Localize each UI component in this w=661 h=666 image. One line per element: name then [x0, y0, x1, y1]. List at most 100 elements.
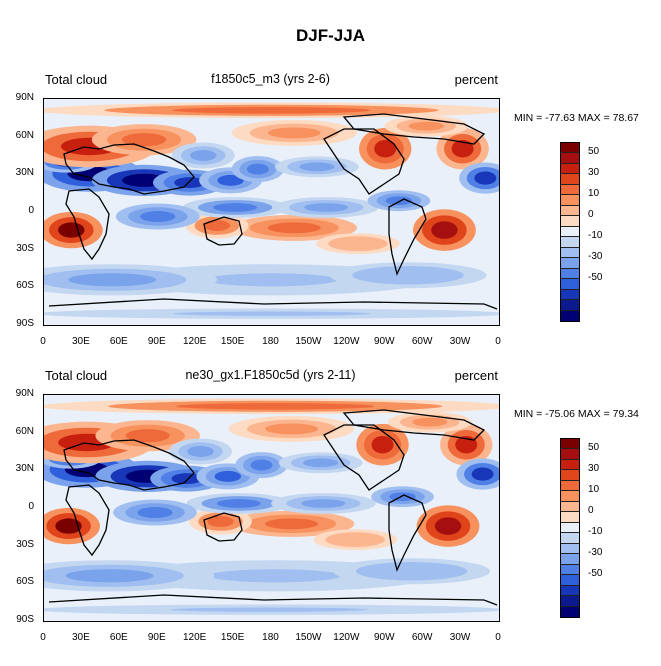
colorbar-segment — [561, 153, 579, 164]
colorbar-segment — [561, 533, 579, 544]
variable-label: Total cloud — [45, 368, 108, 383]
colorbar-tick-label: 50 — [588, 146, 600, 158]
y-tick-label: 90S — [16, 318, 34, 329]
cloud-anomaly-contour — [434, 517, 462, 535]
cloud-anomaly-contour — [65, 569, 154, 583]
coastline — [323, 424, 405, 491]
x-tick-label: 120W — [333, 632, 360, 643]
cloud-anomaly-contour — [172, 311, 371, 316]
colorbar-tick-label: -30 — [588, 547, 603, 559]
colorbar-tick-label: -10 — [588, 230, 603, 242]
colorbar — [560, 438, 580, 618]
colorbar-segment — [561, 459, 579, 471]
colorbar-tick-label: -30 — [588, 251, 603, 263]
x-tick-label: 120E — [182, 632, 207, 643]
y-tick-label: 90S — [16, 614, 34, 625]
map-plot — [43, 394, 500, 622]
coastline — [203, 216, 243, 246]
coastline — [388, 494, 427, 572]
cloud-anomaly-contour — [209, 569, 342, 583]
colorbar-segment — [561, 258, 579, 269]
coastline — [65, 484, 110, 557]
cloud-anomaly-contour — [267, 222, 321, 234]
y-tick-label: 60N — [15, 425, 34, 437]
x-tick-label: 90E — [147, 336, 166, 347]
x-tick-label: 120W — [333, 336, 360, 347]
colorbar-segment — [561, 237, 579, 248]
cloud-anomaly-contour — [140, 211, 176, 222]
colorbar-segment — [561, 205, 579, 217]
x-tick-label: 60W — [411, 336, 433, 347]
cloud-anomaly-contour — [214, 470, 242, 482]
colorbar-segment — [561, 470, 579, 481]
cloud-anomaly-contour — [385, 196, 413, 206]
colorbar-tick-label: -10 — [588, 526, 603, 538]
cloud-anomaly-contour — [299, 162, 335, 172]
cloud-anomaly-contour — [169, 607, 368, 612]
cloud-anomaly-contour — [267, 127, 321, 139]
cloud-anomaly-contour — [213, 203, 258, 212]
colorbar-segment — [561, 163, 579, 175]
colorbar-segment — [561, 247, 579, 259]
x-tick-label: 150W — [295, 632, 322, 643]
x-tick-label: 30W — [449, 336, 471, 347]
colorbar-segment — [561, 184, 579, 196]
cloud-anomaly-contour — [176, 403, 375, 410]
cloud-anomaly-contour — [125, 429, 170, 443]
x-tick-label: 150E — [220, 632, 245, 643]
cloud-anomaly-contour — [378, 565, 445, 577]
colorbar-tick-label: 10 — [588, 484, 600, 496]
x-tick-label: 0 — [40, 336, 46, 347]
case-label: ne30_gx1.F1850c5d (yrs 2-11) — [185, 368, 356, 382]
cloud-anomaly-contour — [337, 535, 373, 545]
variable-label: Total cloud — [45, 72, 108, 87]
colorbar-segment — [561, 310, 579, 321]
cloud-anomaly-contour — [171, 473, 203, 485]
x-tick-label: 120E — [182, 336, 207, 347]
colorbar-segment — [561, 543, 579, 555]
min-max-label: MIN = -75.06 MAX = 79.34 — [514, 408, 639, 420]
cloud-anomaly-contour — [205, 273, 338, 287]
coastline — [388, 198, 427, 276]
colorbar-segment — [561, 439, 579, 450]
cloud-anomaly-contour — [172, 107, 371, 114]
case-label: f1850c5_m3 (yrs 2-6) — [211, 72, 330, 86]
coastline — [323, 128, 405, 195]
colorbar-tick-label: 10 — [588, 188, 600, 200]
colorbar-tick-label: -50 — [588, 272, 603, 284]
cloud-anomaly-contour — [474, 171, 497, 185]
cloud-anomaly-contour — [389, 492, 416, 502]
x-tick-label: 30E — [72, 336, 90, 347]
x-tick-label: 180 — [262, 336, 279, 347]
colorbar-segment — [561, 554, 579, 565]
x-tick-label: 0 — [495, 336, 501, 347]
colorbar — [560, 142, 580, 322]
cloud-anomaly-contour — [265, 423, 318, 435]
colorbar-tick-label: 0 — [588, 209, 594, 221]
colorbar-tick-label: 0 — [588, 505, 594, 517]
cloud-anomaly-contour — [340, 239, 376, 249]
cloud-anomaly-contour — [203, 220, 231, 232]
y-tick-label: 90N — [15, 92, 34, 103]
colorbar-segment — [561, 195, 579, 206]
cloud-anomaly-contour — [471, 467, 494, 481]
cloud-anomaly-contour — [265, 518, 318, 530]
cloud-anomaly-contour — [375, 269, 441, 281]
coastline — [65, 188, 110, 261]
colorbar-tick-label: 30 — [588, 463, 600, 475]
coastline — [48, 298, 498, 310]
cloud-anomaly-contour — [408, 121, 444, 131]
cloud-anomaly-contour — [304, 203, 349, 212]
x-tick-label: 90W — [373, 632, 395, 643]
colorbar-segment — [561, 174, 579, 185]
colorbar-segment — [561, 289, 579, 301]
colorbar-segment — [561, 564, 579, 576]
cloud-anomaly-contour — [412, 417, 448, 427]
cloud-anomaly-contour — [250, 459, 273, 471]
figure-title: DJF-JJA — [296, 26, 365, 45]
colorbar-segment — [561, 143, 579, 154]
map-svg — [44, 395, 499, 621]
cloud-anomaly-contour — [455, 435, 478, 454]
panel-2: Total cloud ne30_gx1.F1850c5d (yrs 2-11)… — [0, 366, 661, 666]
cloud-anomaly-contour — [301, 499, 346, 508]
